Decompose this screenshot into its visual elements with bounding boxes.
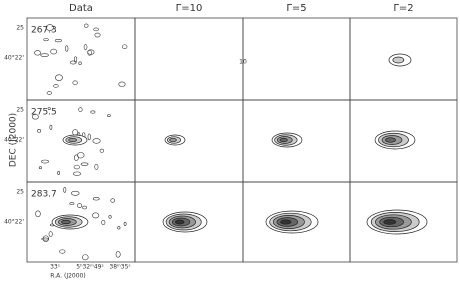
row-label: 267.3 bbox=[31, 26, 57, 36]
noise-contour bbox=[108, 215, 112, 219]
noise-contour bbox=[54, 39, 62, 43]
noise-contour bbox=[65, 45, 69, 52]
column-header: Γ=2 bbox=[393, 3, 413, 14]
noise-contour bbox=[40, 53, 49, 57]
x-axis-title: R.A. (J2000) bbox=[50, 273, 85, 280]
noise-contour bbox=[123, 221, 127, 227]
noise-contour bbox=[92, 197, 100, 201]
x-tick-label: 33ˢ bbox=[50, 264, 60, 271]
source-contour bbox=[68, 137, 77, 143]
noise-contour bbox=[42, 235, 49, 242]
noise-contour bbox=[77, 152, 85, 159]
noise-contour bbox=[83, 44, 88, 50]
noise-contour bbox=[80, 162, 89, 166]
noise-contour bbox=[69, 202, 75, 205]
noise-contour bbox=[34, 50, 41, 56]
noise-contour bbox=[73, 171, 81, 176]
y-tick-label: 25 bbox=[16, 107, 24, 114]
noise-contour bbox=[78, 107, 83, 112]
noise-contour bbox=[83, 23, 89, 28]
noise-contour bbox=[99, 148, 104, 153]
noise-contour bbox=[94, 163, 99, 170]
noise-contour bbox=[93, 27, 99, 32]
noise-contour bbox=[37, 129, 42, 133]
y-tick-label: 25 bbox=[16, 25, 24, 32]
noise-contour bbox=[63, 187, 67, 193]
noise-contour bbox=[90, 110, 96, 114]
column-header: Γ=5 bbox=[286, 3, 306, 14]
noise-contour bbox=[118, 81, 126, 87]
source-contour bbox=[174, 219, 185, 225]
row-label: 275.5 bbox=[31, 108, 57, 118]
noise-contour bbox=[59, 249, 66, 254]
noise-contour bbox=[72, 129, 79, 136]
noise-contour bbox=[87, 133, 91, 141]
noise-contour bbox=[115, 251, 121, 258]
source-contour bbox=[61, 219, 71, 225]
source-contour bbox=[279, 137, 288, 143]
noise-contour bbox=[82, 205, 87, 210]
noise-contour bbox=[74, 56, 78, 63]
noise-contour bbox=[48, 231, 53, 237]
x-tick-label: 5ʰ32ᵐ49ˢ bbox=[76, 264, 104, 271]
source-contour bbox=[169, 137, 177, 143]
column-header: Γ=10 bbox=[176, 3, 203, 14]
y-tick-label: 25 bbox=[16, 189, 24, 196]
noise-contour bbox=[50, 48, 58, 55]
y-tick-label: 40°22' bbox=[4, 219, 24, 226]
noise-contour bbox=[117, 226, 121, 230]
noise-contour bbox=[45, 24, 55, 31]
noise-contour bbox=[57, 170, 60, 175]
noise-contour bbox=[72, 80, 78, 85]
row-label: 283.7 bbox=[31, 190, 57, 200]
panel bbox=[134, 17, 244, 101]
noise-contour bbox=[92, 138, 101, 144]
noise-contour bbox=[31, 114, 39, 120]
noise-contour bbox=[49, 124, 53, 130]
noise-contour bbox=[47, 107, 51, 110]
noise-contour bbox=[82, 254, 89, 261]
y-tick-label: 40°22' bbox=[4, 137, 24, 144]
noise-contour bbox=[107, 114, 111, 117]
panel bbox=[242, 17, 351, 101]
y-tick-label: 40°22' bbox=[4, 55, 24, 62]
noise-contour bbox=[101, 219, 106, 226]
noise-contour bbox=[77, 203, 83, 208]
noise-contour bbox=[53, 84, 59, 88]
noise-contour bbox=[92, 212, 100, 219]
source-contour bbox=[385, 137, 396, 143]
panel bbox=[134, 99, 244, 183]
noise-contour bbox=[41, 237, 50, 241]
source-contour bbox=[383, 219, 397, 225]
noise-contour bbox=[41, 159, 49, 164]
x-tick-label: 38ᵐ35ˢ bbox=[109, 264, 130, 271]
noise-contour bbox=[35, 210, 41, 218]
noise-contour bbox=[73, 164, 80, 170]
noise-contour bbox=[55, 74, 63, 81]
noise-contour bbox=[87, 49, 95, 55]
noise-contour bbox=[71, 190, 80, 196]
noise-contour bbox=[122, 44, 128, 50]
column-header: Data bbox=[69, 3, 93, 14]
source-contour bbox=[280, 219, 292, 225]
noise-contour bbox=[78, 61, 82, 66]
panel bbox=[349, 181, 458, 263]
noise-contour bbox=[110, 198, 116, 203]
noise-contour bbox=[94, 32, 101, 38]
noise-contour bbox=[43, 38, 49, 42]
y-axis-title: DEC (J2000) bbox=[9, 113, 19, 167]
source-contour bbox=[392, 56, 405, 64]
noise-contour bbox=[69, 60, 77, 65]
noise-contour bbox=[38, 166, 42, 170]
noise-contour bbox=[46, 91, 52, 95]
